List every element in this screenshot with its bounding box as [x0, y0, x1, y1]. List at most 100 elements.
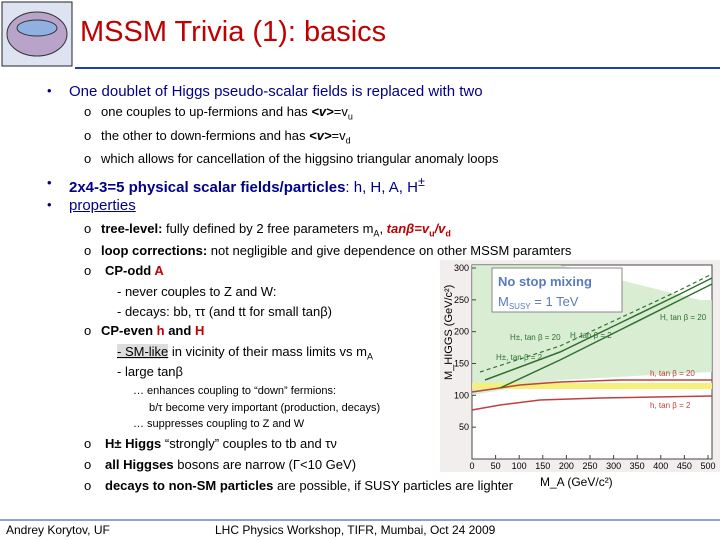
y-tick-label: 200	[454, 327, 469, 337]
curve	[471, 395, 713, 411]
item: - large tanβ	[117, 364, 184, 379]
y-tick-label: 300	[454, 263, 469, 273]
legend-box	[491, 267, 623, 313]
legend-text: SUSY	[509, 302, 531, 311]
curve	[471, 379, 712, 393]
text: “strongly” couples to tb and τν	[161, 436, 337, 451]
curve	[499, 283, 713, 389]
y-axis-label: M_HIGGS (GeV/c²)	[443, 285, 455, 380]
text: 2x4-3=5 physical scalar fields/particles	[69, 179, 346, 196]
text: CP-even	[101, 323, 157, 338]
text: and	[164, 323, 195, 338]
bullet: o	[84, 128, 92, 143]
text: CP-odd	[105, 263, 155, 278]
x-tick-label: 150	[535, 461, 550, 471]
lep-band	[472, 383, 712, 389]
footer-center: LHC Physics Workshop, TIFR, Mumbai, Oct …	[215, 523, 496, 537]
text: loop corrections:	[101, 243, 208, 258]
bullet-text: properties	[69, 197, 136, 214]
bullet: o	[84, 151, 92, 166]
curve	[484, 277, 713, 381]
curve-label: H, tan β = 2	[570, 331, 612, 340]
bullet-text: One doublet of Higgs pseudo-scalar field…	[69, 83, 483, 100]
x-tick-label: 50	[491, 461, 501, 471]
text: /v	[434, 221, 446, 236]
text: A	[373, 228, 380, 239]
curve-label: h, tan β = 2	[650, 401, 691, 410]
higgs-mass-plot: No stop mixing MSUSY = 1 TeV H, tan β = …	[440, 260, 720, 489]
item: - decays: bb, ττ (and tt for small tanβ)	[117, 304, 332, 319]
y-tick-label: 250	[454, 295, 469, 305]
x-tick-label: 0	[469, 461, 474, 471]
x-tick-label: 450	[677, 461, 692, 471]
text: d	[445, 228, 451, 239]
curve	[479, 273, 713, 373]
logo-inner	[16, 19, 58, 37]
bullet: •	[47, 83, 52, 98]
item: loop corrections: not negligible and giv…	[101, 243, 571, 258]
x-tick-label: 250	[582, 461, 597, 471]
text: H± Higgs	[105, 436, 162, 451]
item: the other to down-fermions and has <v>=v…	[101, 128, 351, 146]
text: =v	[331, 128, 346, 143]
text: ±	[417, 175, 425, 189]
bullet: o	[84, 323, 92, 338]
curve-label: H±, tan β = 20	[510, 333, 561, 342]
text: A	[154, 263, 164, 278]
text: u	[347, 111, 353, 122]
x-tick-label: 100	[512, 461, 527, 471]
bullet: o	[84, 436, 92, 451]
curve-label: H, tan β = 20	[660, 313, 707, 322]
legend-text: MSUSY = 1 TeV	[498, 294, 579, 311]
text: : h, H, A, H	[345, 179, 418, 196]
bullet: •	[47, 197, 52, 212]
item: all Higgses bosons are narrow (Γ<10 GeV)	[105, 457, 356, 472]
text: A	[366, 351, 373, 362]
bullet: o	[84, 104, 92, 119]
y-tick-label: 100	[454, 390, 469, 400]
text: fully defined by 2 free parameters m	[162, 221, 374, 236]
x-tick-label: 350	[630, 461, 645, 471]
title: MSSM Trivia (1): basics	[80, 16, 387, 48]
bullet: o	[84, 243, 92, 258]
legend-text: M	[498, 294, 509, 309]
y-tick-label: 50	[459, 422, 469, 432]
item: b/τ become very important (production, d…	[149, 402, 381, 414]
x-tick-label: 400	[653, 461, 668, 471]
bullet: o	[84, 221, 92, 236]
text: the other to down-fermions and has	[101, 128, 310, 143]
text: - SM-like	[117, 344, 169, 359]
text: all Higgses	[105, 457, 174, 472]
text: are possible, if SUSY particles are ligh…	[273, 478, 513, 493]
curve-label: h, tan β = 20	[650, 369, 695, 378]
text: not negligible and give dependence on ot…	[207, 243, 572, 258]
text: in vicinity of their mass limits vs m	[168, 344, 367, 359]
y-tick-label: 150	[454, 359, 469, 369]
text: <v>	[309, 128, 332, 143]
item: … suppresses coupling to Z and W	[133, 418, 305, 430]
item: CP-even h and H	[101, 323, 204, 338]
text: tree-level:	[101, 221, 163, 236]
text: =v	[333, 104, 348, 119]
legend-text: No stop mixing	[498, 274, 592, 289]
item: one couples to up-fermions and has <v>=v…	[101, 104, 353, 122]
text: one couples to up-fermions and has	[101, 104, 312, 119]
item: tree-level: fully defined by 2 free para…	[101, 221, 451, 239]
item: CP-odd A	[105, 263, 164, 278]
item: which allows for cancellation of the hig…	[101, 151, 499, 166]
bullet: •	[47, 175, 52, 190]
curve-label: H±, tan β = 2	[496, 353, 543, 362]
item: - never couples to Z and W:	[117, 284, 277, 299]
text: <v>	[311, 104, 334, 119]
text: u	[429, 228, 435, 239]
footer-left: Andrey Korytov, UF	[6, 523, 110, 537]
bullet: o	[84, 263, 92, 278]
x-tick-label: 300	[606, 461, 621, 471]
text: tanβ=v	[386, 221, 430, 236]
legend-text: = 1 TeV	[531, 294, 579, 309]
text: H	[194, 323, 205, 338]
bullet: o	[84, 478, 92, 493]
bullet-text: 2x4-3=5 physical scalar fields/particles…	[69, 175, 425, 196]
